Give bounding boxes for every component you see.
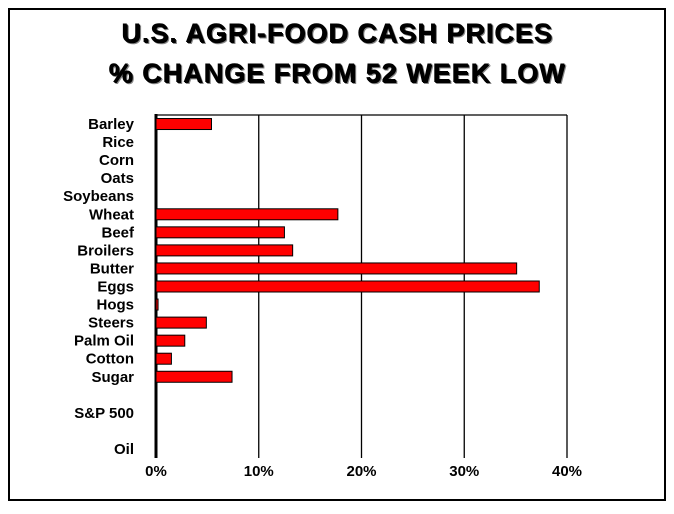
y-category-label: Palm Oil <box>74 333 134 350</box>
y-category-label: Broilers <box>77 242 134 259</box>
chart-title: U.S. AGRI-FOOD CASH PRICES <box>121 18 553 48</box>
y-category-label: Wheat <box>89 206 134 223</box>
x-tick-label: 30% <box>449 463 479 480</box>
bar <box>155 352 172 365</box>
y-category-label: Soybeans <box>63 188 134 205</box>
chart-subtitle: % CHANGE FROM 52 WEEK LOW <box>108 58 566 88</box>
chart-frame <box>8 8 666 501</box>
y-category-label: Beef <box>101 224 135 241</box>
bar <box>155 226 285 239</box>
bar <box>155 334 186 347</box>
y-category-label: Oil <box>114 441 134 458</box>
y-category-label: Oats <box>101 170 134 187</box>
bar <box>155 280 540 293</box>
y-category-label: Cotton <box>86 351 134 368</box>
y-category-label: Hogs <box>97 297 135 314</box>
y-category-label: S&P 500 <box>74 405 134 422</box>
x-tick-label: 10% <box>244 463 274 480</box>
bar <box>155 208 339 221</box>
bar <box>155 118 212 131</box>
y-category-label: Eggs <box>97 279 134 296</box>
bar <box>155 316 207 329</box>
y-category-label: Corn <box>99 152 134 169</box>
y-category-label: Butter <box>90 260 134 277</box>
bar <box>155 370 233 383</box>
bar <box>155 244 294 257</box>
y-category-label: Rice <box>102 134 134 151</box>
y-category-label: Sugar <box>91 369 134 386</box>
x-tick-label: 40% <box>552 463 582 480</box>
x-tick-label: 0% <box>145 463 167 480</box>
bar <box>155 262 518 275</box>
y-category-label: Steers <box>88 315 134 332</box>
x-tick-label: 20% <box>346 463 376 480</box>
y-category-label: Barley <box>88 116 135 133</box>
bar <box>155 298 159 311</box>
